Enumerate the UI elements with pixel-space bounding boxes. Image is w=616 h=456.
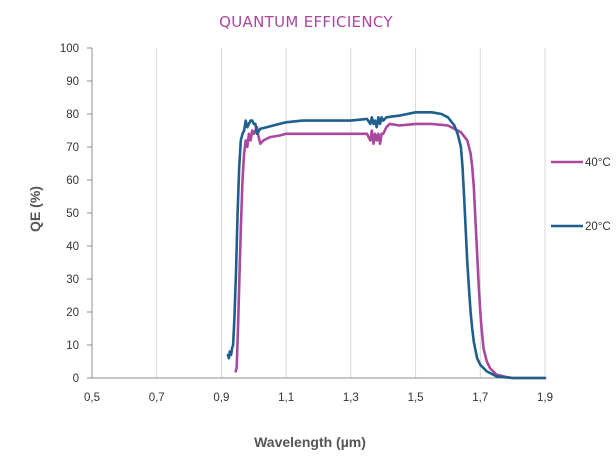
y-tick-label: 80 <box>66 109 79 121</box>
legend: 40°C 20°C <box>551 157 611 233</box>
y-tick-label: 60 <box>66 175 79 187</box>
x-tick-label: 0,9 <box>213 392 229 404</box>
x-tick-label: 1,3 <box>343 392 359 404</box>
y-tick-label: 20 <box>66 307 79 319</box>
series-line <box>226 111 547 380</box>
grid-lines <box>156 48 546 378</box>
x-tick-label: 1,1 <box>278 392 294 404</box>
x-tick-label: 0,7 <box>149 392 165 404</box>
y-tick-label: 70 <box>66 142 79 154</box>
x-tick-label: 1,7 <box>472 392 488 404</box>
x-axis-label: Wavelength (µm) <box>254 434 366 450</box>
y-tick-label: 50 <box>66 208 79 220</box>
series-lines <box>226 111 547 380</box>
y-axis-label: QE (%) <box>27 186 43 232</box>
legend-label: 40°C <box>585 157 611 169</box>
x-tick-label: 0,5 <box>84 392 100 404</box>
x-tick-label: 1,9 <box>537 392 553 404</box>
y-tick-label: 10 <box>66 340 79 352</box>
series-line <box>234 122 547 380</box>
y-tick-label: 40 <box>66 241 79 253</box>
legend-label: 20°C <box>585 221 611 233</box>
y-tick-label: 0 <box>73 373 79 385</box>
x-tick-label: 1,5 <box>408 392 424 404</box>
tick-labels: 0,5 0,7 0,9 1,1 1,3 1,5 1,7 1,9 0 10 20 30 40 50 60 70 8… <box>60 43 553 404</box>
y-tick-label: 90 <box>66 76 79 88</box>
y-tick-label: 100 <box>60 43 79 55</box>
axes <box>87 47 545 379</box>
chart-title: QUANTUM EFFICIENCY <box>219 13 393 31</box>
y-tick-label: 30 <box>66 274 79 286</box>
